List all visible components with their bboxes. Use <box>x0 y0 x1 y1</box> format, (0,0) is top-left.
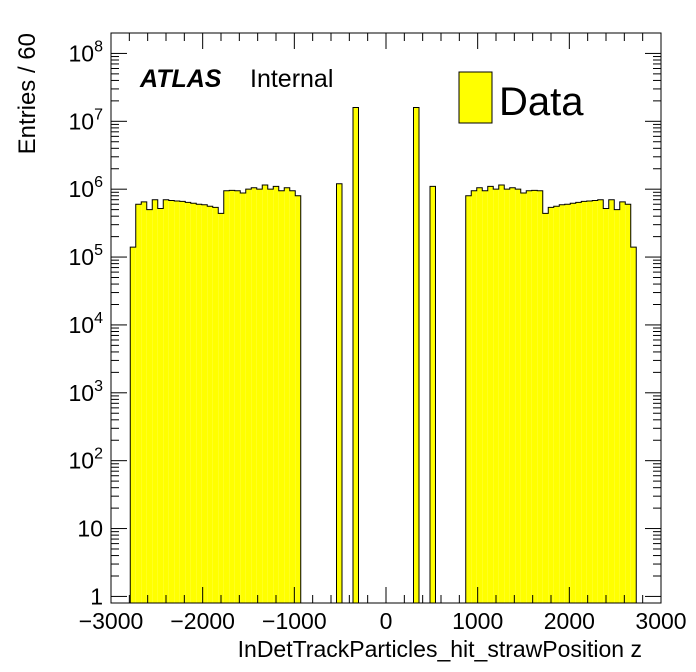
y-tick-label: 10 <box>77 516 103 542</box>
histogram-bin <box>278 190 285 604</box>
histogram-bars <box>129 106 637 604</box>
histogram-bin <box>212 207 219 603</box>
histogram-bin <box>520 192 527 603</box>
histogram-bin <box>218 213 224 604</box>
histogram-bin <box>553 206 560 603</box>
y-tick-label: 1 <box>90 583 103 609</box>
histogram-bin <box>179 201 186 603</box>
x-tick-label: 1000 <box>452 608 503 634</box>
histogram-bin <box>174 200 180 603</box>
histogram-bin <box>295 195 301 604</box>
histogram-bin <box>575 202 582 604</box>
histogram-bin <box>548 207 554 603</box>
y-tick-label: 103 <box>69 378 104 406</box>
histogram-bin <box>157 208 164 603</box>
histogram-bin <box>608 199 615 603</box>
histogram-bin <box>152 199 158 603</box>
histogram-bin <box>476 187 483 603</box>
x-tick-label: 0 <box>380 608 393 634</box>
histogram-bin <box>581 201 587 603</box>
x-tick-label: −3000 <box>79 608 144 634</box>
legend: Data <box>458 71 584 124</box>
histogram-bin <box>526 190 532 604</box>
histogram-bin <box>493 189 499 603</box>
histogram-bin <box>430 186 436 603</box>
histogram-bin <box>603 208 609 603</box>
histogram-bin <box>542 213 549 604</box>
histogram-bin <box>625 204 631 603</box>
atlas-status-label: Internal <box>250 65 333 93</box>
histogram-bin <box>471 190 477 604</box>
histogram-bin <box>559 204 565 603</box>
histogram-bin <box>256 189 263 603</box>
histogram-bin <box>190 203 197 603</box>
histogram-bin <box>570 203 576 603</box>
y-tick-label: 106 <box>69 174 104 202</box>
histogram-bin <box>498 185 505 604</box>
histogram-bin <box>245 189 252 603</box>
histogram-bin <box>141 201 147 603</box>
y-tick-label: 102 <box>69 446 104 474</box>
histogram-bin <box>135 204 142 603</box>
x-tick-label: −2000 <box>170 608 235 634</box>
histogram-bin <box>504 189 510 603</box>
x-axis: −3000 −2000 −1000 0 1000 2000 3000 <box>79 33 687 634</box>
y-axis: 1 10 102 103 104 105 106 107 108 <box>69 32 661 609</box>
y-tick-label: 108 <box>69 38 104 66</box>
histogram-bin <box>163 199 169 603</box>
histogram-bin <box>515 189 521 603</box>
histogram-bin <box>267 189 274 603</box>
histogram-bin <box>413 107 419 603</box>
histogram-bin <box>630 247 637 604</box>
histogram-bin <box>537 190 543 604</box>
histogram-bin <box>273 186 279 603</box>
atlas-label: ATLAS <box>139 65 222 93</box>
histogram-bin <box>592 200 598 603</box>
histogram-bin <box>614 209 620 603</box>
histogram-bin <box>146 209 153 603</box>
histogram-bin <box>201 204 208 603</box>
histogram-bin <box>586 200 593 603</box>
histogram-bin <box>185 202 191 604</box>
histogram-bin <box>353 107 359 603</box>
y-axis-title: Entries / 60 <box>14 33 41 154</box>
histogram-bin <box>531 190 538 603</box>
histogram-bin <box>262 185 268 604</box>
x-axis-title: InDetTrackParticles_hit_strawPosition z <box>238 636 642 662</box>
histogram-bin <box>509 187 516 603</box>
legend-label: Data <box>499 80 584 124</box>
y-tick-label: 104 <box>69 310 104 338</box>
histogram-bin <box>597 199 604 603</box>
histogram-bin <box>487 186 494 603</box>
histogram-bin <box>223 190 230 604</box>
histogram-bin <box>619 201 626 603</box>
histogram-bin <box>284 187 290 603</box>
y-tick-label: 105 <box>69 242 104 270</box>
legend-swatch <box>458 71 493 124</box>
x-tick-label: 2000 <box>544 608 595 634</box>
histogram-bin <box>564 204 571 603</box>
histogram-bin <box>229 190 235 603</box>
histogram-bin <box>465 195 472 604</box>
histogram-bin <box>482 190 488 604</box>
histogram-bin <box>336 183 342 603</box>
histogram-bin <box>240 192 246 603</box>
x-tick-label: −1000 <box>262 608 327 634</box>
histogram-bin <box>234 190 241 604</box>
histogram-bin <box>207 206 213 603</box>
histogram-outline <box>129 106 637 603</box>
histogram-bin <box>289 190 296 604</box>
histogram-bin <box>130 247 136 604</box>
histogram-bin <box>168 200 175 603</box>
histogram-bin <box>196 204 202 603</box>
y-tick-label: 107 <box>69 106 104 134</box>
histogram-bin <box>251 187 257 603</box>
x-tick-label: 3000 <box>635 608 686 634</box>
